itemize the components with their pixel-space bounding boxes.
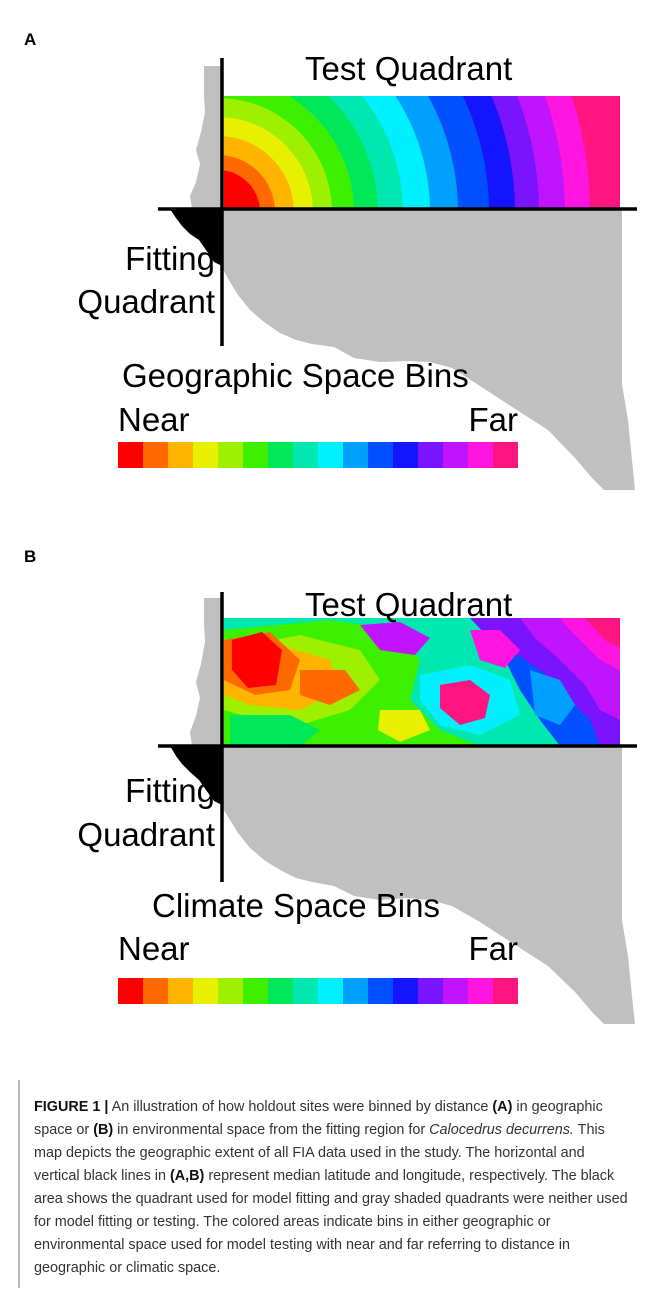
- legend-swatch-9: [318, 442, 343, 468]
- test-quadrant-bins: [224, 96, 620, 209]
- caption-ref-ab: (A,B): [169, 1168, 205, 1184]
- gray-northwest-region: [190, 598, 222, 746]
- caption-ref-a: (A): [492, 1099, 513, 1115]
- legend-swatch-9: [318, 978, 343, 1004]
- panel-a-far-label: Far: [468, 401, 519, 438]
- legend-swatch-8: [293, 442, 318, 468]
- legend-swatch-11: [368, 442, 393, 468]
- legend-swatch-16: [493, 442, 518, 468]
- legend-swatch-13: [418, 442, 443, 468]
- legend-swatch-14: [443, 978, 468, 1004]
- legend-swatch-11: [368, 978, 393, 1004]
- fitting-quadrant-region: [170, 746, 222, 805]
- panel-b-map: [158, 592, 637, 1024]
- legend-swatch-15: [468, 978, 493, 1004]
- legend-swatch-1: [118, 978, 143, 1004]
- panel-b-near-label: Near: [118, 930, 190, 967]
- panel-a-legend-title: Geographic Space Bins: [122, 357, 469, 394]
- legend-swatch-7: [268, 442, 293, 468]
- figure-caption: FIGURE 1 | An illustration of how holdou…: [18, 1080, 642, 1288]
- legend-swatch-7: [268, 978, 293, 1004]
- legend-swatch-5: [218, 442, 243, 468]
- legend-swatch-14: [443, 442, 468, 468]
- legend-swatch-12: [393, 978, 418, 1004]
- legend-swatch-6: [243, 978, 268, 1004]
- legend-swatch-8: [293, 978, 318, 1004]
- panel-b-letter: B: [24, 547, 37, 566]
- legend-swatch-2: [143, 978, 168, 1004]
- fitting-quadrant-region: [170, 209, 222, 266]
- panel-a-legend-bar: [118, 442, 518, 468]
- legend-swatch-13: [418, 978, 443, 1004]
- caption-text-5: represent median latitude and longitude,…: [34, 1168, 628, 1276]
- legend-swatch-10: [343, 442, 368, 468]
- legend-swatch-2: [143, 442, 168, 468]
- caption-text-3: in environmental space from the fitting …: [113, 1122, 430, 1138]
- panel-a-map: [158, 58, 637, 490]
- panel-b-fitting-label-line2: Quadrant: [77, 816, 215, 853]
- caption-text-1: An illustration of how holdout sites wer…: [108, 1099, 493, 1115]
- panel-b-legend-title: Climate Space Bins: [152, 887, 440, 924]
- gray-southeast-region: [222, 746, 635, 1024]
- panel-b-fitting-label-line1: Fitting: [125, 772, 215, 809]
- caption-text-2: in geographic space or: [34, 1099, 603, 1138]
- panel-b-legend-bar: [118, 978, 518, 1004]
- legend-swatch-3: [168, 442, 193, 468]
- panel-a-fitting-label-line1: Fitting: [125, 240, 215, 277]
- panel-b-far-label: Far: [468, 930, 519, 967]
- caption-ref-b: (B): [93, 1122, 114, 1138]
- legend-swatch-3: [168, 978, 193, 1004]
- panel-a-fitting-label-line2: Quadrant: [77, 283, 215, 320]
- panel-a-letter: A: [24, 30, 37, 49]
- gray-northwest-region: [190, 66, 222, 209]
- legend-swatch-1: [118, 442, 143, 468]
- caption-species: Calocedrus decurrens.: [429, 1122, 574, 1138]
- legend-swatch-4: [193, 978, 218, 1004]
- gray-southeast-region: [222, 209, 635, 490]
- panel-a-test-quadrant-label: Test Quadrant: [305, 50, 513, 87]
- caption-text-4: This map depicts the geographic extent o…: [34, 1122, 605, 1184]
- legend-swatch-5: [218, 978, 243, 1004]
- legend-swatch-15: [468, 442, 493, 468]
- legend-swatch-10: [343, 978, 368, 1004]
- panel-a-near-label: Near: [118, 401, 190, 438]
- legend-swatch-12: [393, 442, 418, 468]
- figure-label: FIGURE 1 |: [34, 1099, 109, 1115]
- legend-swatch-16: [493, 978, 518, 1004]
- test-quadrant-climate-bins: [224, 618, 620, 746]
- legend-swatch-6: [243, 442, 268, 468]
- panel-b-test-quadrant-label: Test Quadrant: [305, 586, 513, 623]
- legend-swatch-4: [193, 442, 218, 468]
